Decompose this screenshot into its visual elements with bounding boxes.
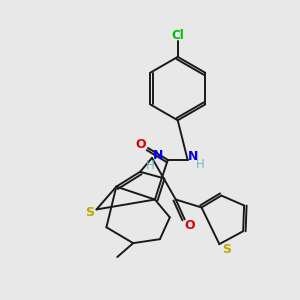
Text: N: N [188, 150, 198, 164]
Text: S: S [222, 243, 231, 256]
Text: H: H [196, 158, 205, 171]
Text: H: H [146, 159, 154, 172]
Text: O: O [184, 219, 195, 232]
Text: Cl: Cl [171, 28, 184, 42]
Text: N: N [153, 149, 163, 162]
Text: O: O [136, 138, 146, 151]
Text: S: S [85, 206, 94, 219]
